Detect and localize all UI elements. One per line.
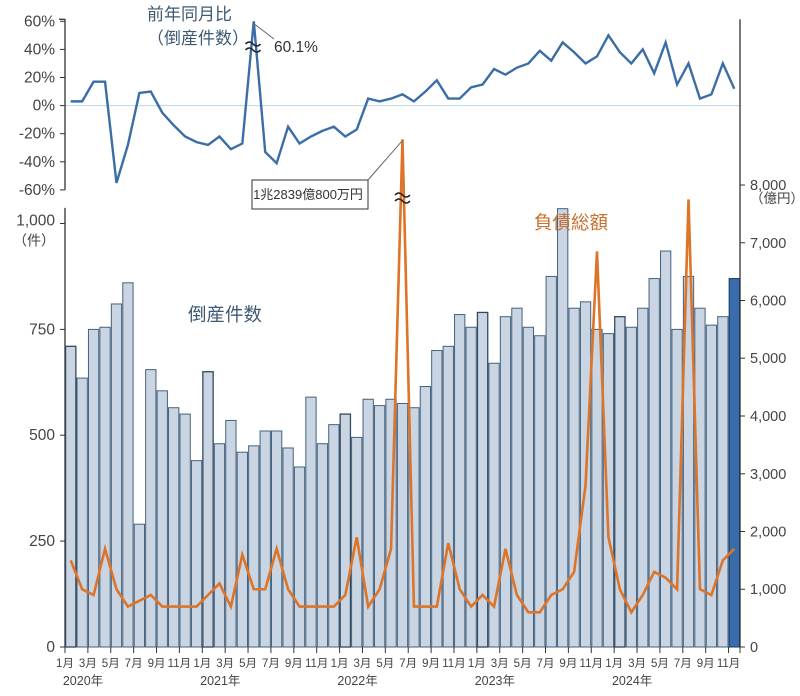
- svg-text:7月: 7月: [537, 658, 555, 670]
- svg-text:1兆2839億800万円: 1兆2839億800万円: [253, 187, 363, 202]
- svg-text:（億円）: （億円）: [750, 191, 800, 206]
- svg-text:3月: 3月: [216, 658, 234, 670]
- svg-text:3月: 3月: [79, 658, 97, 670]
- svg-text:60.1%: 60.1%: [274, 39, 318, 56]
- svg-text:9月: 9月: [559, 658, 577, 670]
- svg-text:-60%: -60%: [19, 182, 55, 199]
- svg-text:1月: 1月: [468, 658, 486, 670]
- svg-text:40%: 40%: [24, 41, 55, 58]
- svg-text:2,000: 2,000: [750, 525, 786, 541]
- svg-text:1月: 1月: [193, 658, 211, 670]
- svg-text:3月: 3月: [354, 658, 372, 670]
- svg-text:3月: 3月: [491, 658, 509, 670]
- svg-text:2023年: 2023年: [475, 674, 515, 688]
- svg-text:（件）: （件）: [13, 233, 55, 249]
- svg-text:60%: 60%: [24, 13, 55, 30]
- svg-text:前年同月比: 前年同月比: [147, 5, 232, 24]
- svg-text:5月: 5月: [651, 658, 669, 670]
- svg-text:2024年: 2024年: [612, 674, 652, 688]
- svg-text:1月: 1月: [331, 658, 349, 670]
- svg-text:3,000: 3,000: [750, 467, 786, 483]
- svg-text:11月: 11月: [580, 658, 603, 670]
- svg-text:0: 0: [750, 640, 758, 656]
- svg-text:負債総額: 負債総額: [534, 212, 608, 233]
- svg-text:倒産件数: 倒産件数: [188, 304, 262, 325]
- svg-text:7月: 7月: [262, 658, 280, 670]
- svg-text:1月: 1月: [56, 658, 74, 670]
- svg-text:7月: 7月: [399, 658, 417, 670]
- svg-text:7月: 7月: [125, 658, 143, 670]
- svg-text:9月: 9月: [422, 658, 440, 670]
- svg-text:500: 500: [29, 427, 55, 444]
- svg-text:-20%: -20%: [19, 126, 55, 143]
- svg-text:9月: 9月: [285, 658, 303, 670]
- svg-text:4,000: 4,000: [750, 409, 786, 425]
- svg-text:2021年: 2021年: [200, 674, 240, 688]
- svg-text:7,000: 7,000: [750, 236, 786, 252]
- svg-text:1,000: 1,000: [16, 213, 55, 230]
- svg-text:11月: 11月: [442, 658, 465, 670]
- svg-text:1,000: 1,000: [750, 582, 786, 598]
- svg-text:3月: 3月: [628, 658, 646, 670]
- svg-text:11月: 11月: [717, 658, 740, 670]
- svg-text:250: 250: [29, 533, 55, 550]
- svg-text:11月: 11月: [168, 658, 191, 670]
- svg-text:11月: 11月: [305, 658, 328, 670]
- svg-text:20%: 20%: [24, 70, 55, 87]
- svg-text:7月: 7月: [674, 658, 692, 670]
- svg-text:1月: 1月: [605, 658, 623, 670]
- svg-text:5,000: 5,000: [750, 351, 786, 367]
- svg-text:5月: 5月: [102, 658, 120, 670]
- svg-text:6,000: 6,000: [750, 294, 786, 310]
- svg-text:-40%: -40%: [19, 154, 55, 171]
- svg-text:9月: 9月: [148, 658, 166, 670]
- svg-text:2020年: 2020年: [63, 674, 103, 688]
- svg-text:5月: 5月: [239, 658, 257, 670]
- svg-text:2022年: 2022年: [337, 674, 377, 688]
- svg-text:（倒産件数）: （倒産件数）: [147, 29, 249, 48]
- svg-text:5月: 5月: [514, 658, 532, 670]
- svg-text:0%: 0%: [33, 98, 56, 115]
- svg-text:5月: 5月: [376, 658, 394, 670]
- svg-text:750: 750: [29, 321, 55, 338]
- svg-text:0: 0: [46, 639, 55, 656]
- svg-text:9月: 9月: [697, 658, 715, 670]
